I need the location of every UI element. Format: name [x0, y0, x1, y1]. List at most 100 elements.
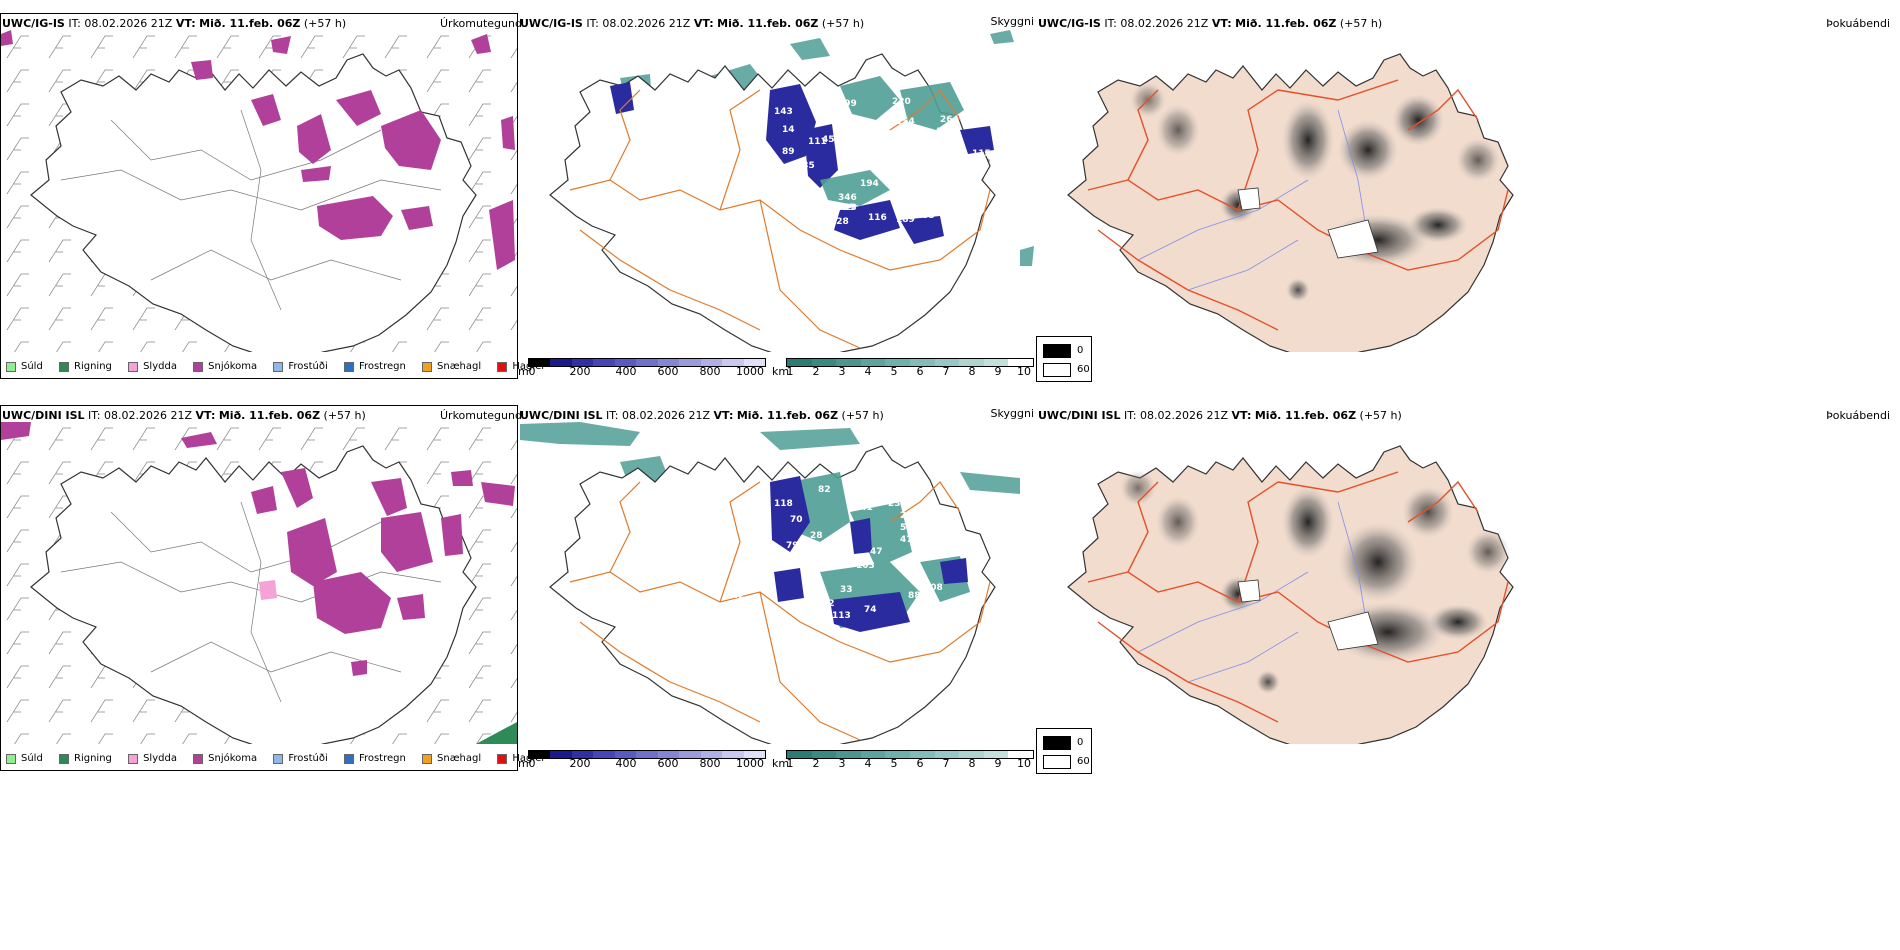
legend-swatch [128, 753, 139, 764]
legend-swatch [422, 361, 433, 372]
model-name: UWC/DINI ISL [520, 409, 603, 422]
visibility-map: 143 111 89 135 285 346 313 128 116 189 1… [549, 30, 1034, 352]
legend-item-snaehagl: Snæhagl [422, 753, 481, 764]
legend-item-frostudi: Frostúði [273, 753, 328, 764]
legend-item-snjokoma: Snjókoma [193, 753, 257, 764]
rivers [1137, 109, 1369, 291]
init-time: 08.02.2026 21Z [104, 409, 193, 422]
precip-panel-frame [0, 13, 518, 379]
svg-text:81: 81 [912, 605, 925, 615]
legend-swatch [128, 361, 139, 372]
fog-legend-high: 60 [1077, 364, 1090, 375]
legend-item-sudd: Súld [6, 361, 43, 372]
legend-swatch [497, 753, 508, 764]
precip-legend: Súld Rigning Slydda Snjókoma Frostúði Fr… [6, 753, 557, 767]
height-unit: m [518, 365, 529, 378]
visibility-panel-title: Skyggni [990, 15, 1034, 28]
svg-text:125: 125 [964, 159, 983, 169]
svg-text:264: 264 [940, 115, 959, 125]
fog-panel-title: Þokuábendi [1826, 409, 1890, 422]
svg-text:42: 42 [732, 591, 745, 601]
visibility-value-labels: 118 70 28 144 79 113 74 88 81 239 218 57… [732, 485, 943, 675]
svg-text:601: 601 [898, 129, 917, 139]
svg-text:128: 128 [830, 217, 849, 227]
legend-swatch [422, 753, 433, 764]
km-unit: km [772, 757, 790, 770]
legend-item-snaehagl: Snæhagl [422, 361, 481, 372]
svg-text:144: 144 [826, 539, 845, 549]
valid-label: VT: [693, 17, 714, 30]
fog-roads [1087, 79, 1509, 331]
valid-time: Mið. 11.feb. 06Z [199, 17, 301, 30]
valid-time: Mið. 11.feb. 06Z [717, 17, 819, 30]
legend-swatch [6, 753, 16, 764]
valid-label: VT: [195, 409, 216, 422]
lead-time: (+57 h) [1339, 17, 1383, 30]
svg-text:115: 115 [972, 149, 991, 159]
valid-time: Mið. 11.feb. 06Z [218, 409, 321, 422]
svg-text:189: 189 [896, 215, 915, 225]
legend-swatch [59, 361, 69, 372]
init-label: IT: [1124, 409, 1137, 422]
km-ticks: 1 2 3 4 5 6 7 8 9 10 [786, 365, 1032, 378]
fog-legend-high-swatch [1043, 736, 1071, 750]
snow-areas [1, 422, 515, 676]
svg-text:194: 194 [860, 179, 879, 189]
svg-text:148: 148 [866, 665, 885, 675]
legend-swatch [193, 753, 204, 764]
fog-roads [1087, 471, 1509, 723]
svg-text:302: 302 [940, 141, 959, 151]
lead-time: (+57 h) [821, 17, 865, 30]
roads [569, 89, 991, 349]
lead-time: (+57 h) [841, 409, 884, 422]
precip-panel-frame [0, 405, 518, 771]
precip-panel-title: Úrkomutegund [440, 409, 522, 422]
svg-text:254: 254 [896, 117, 915, 127]
fog-legend-high: 60 [1077, 756, 1090, 767]
km-unit: km [772, 365, 790, 378]
legend-swatch [6, 361, 16, 372]
precip-type-map [1, 422, 517, 744]
panel-header: UWC/DINI ISL IT: 08.02.2026 21Z VT: Mið.… [1038, 409, 1402, 422]
legend-swatch [59, 753, 69, 764]
height-ticks: 0 200 400 600 800 1000 [528, 365, 765, 378]
svg-text:23: 23 [842, 203, 855, 213]
rivers [1137, 501, 1369, 683]
visibility-panel-title: Skyggni [990, 407, 1034, 420]
svg-text:239: 239 [888, 499, 907, 509]
model-name: UWC/IG-IS [520, 17, 583, 30]
init-time: 08.02.2026 21Z [1120, 17, 1209, 30]
legend-item-slydda: Slydda [128, 753, 177, 764]
svg-text:199: 199 [936, 127, 955, 137]
km-colorbar [786, 358, 1034, 367]
fog-index-map [1067, 445, 1514, 744]
init-time: 08.02.2026 21Z [84, 17, 173, 30]
km-colorbar [786, 750, 1034, 759]
svg-text:14: 14 [782, 125, 795, 135]
svg-text:135: 135 [776, 201, 795, 211]
valid-label: VT: [1231, 409, 1252, 422]
snow-areas [1, 30, 515, 270]
svg-text:475: 475 [900, 535, 919, 545]
legend-swatch [273, 361, 284, 372]
panel-header: UWC/IG-IS IT: 08.02.2026 21Z VT: Mið. 11… [2, 17, 346, 30]
fog-panel-title: Þokuábendi [1826, 17, 1890, 30]
height-colorbar [528, 750, 766, 759]
svg-text:70: 70 [790, 515, 803, 525]
fog-legend-high-swatch [1043, 344, 1071, 358]
valid-label: VT: [175, 17, 196, 30]
legend-item-frostudi: Frostúði [273, 361, 328, 372]
model-name: UWC/IG-IS [2, 17, 65, 30]
model-name: UWC/DINI ISL [2, 409, 85, 422]
svg-text:285: 285 [786, 185, 805, 195]
legend-swatch [193, 361, 204, 372]
svg-text:82: 82 [818, 485, 831, 495]
svg-text:116: 116 [868, 213, 887, 223]
legend-swatch [273, 753, 284, 764]
legend-item-slydda: Slydda [128, 361, 177, 372]
precip-type-map [1, 30, 517, 352]
valid-time: Mið. 11.feb. 06Z [736, 409, 839, 422]
svg-text:89: 89 [782, 147, 795, 157]
init-label: IT: [1104, 17, 1117, 30]
init-time: 08.02.2026 21Z [622, 409, 711, 422]
